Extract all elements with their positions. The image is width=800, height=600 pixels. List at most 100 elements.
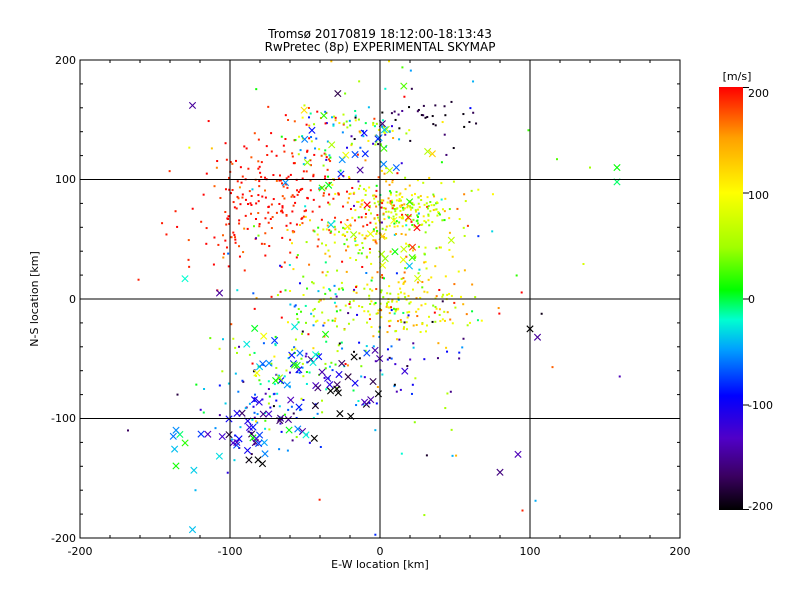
data-point-dot (362, 135, 365, 138)
data-point-dot (278, 405, 281, 408)
data-point-dot (398, 216, 401, 219)
data-point-dot (386, 201, 389, 204)
data-point-dot (434, 265, 437, 268)
data-point-dot (301, 177, 304, 180)
data-point-dot (242, 251, 245, 254)
data-point-dot (345, 190, 348, 193)
data-point-dot (275, 154, 278, 157)
data-point-dot (427, 214, 430, 217)
data-point-dot (228, 222, 231, 225)
data-point-x-marker (613, 163, 621, 172)
data-point-dot (309, 189, 312, 192)
data-point-dot (290, 405, 293, 408)
data-point-dot (417, 108, 420, 111)
data-point-dot (255, 202, 258, 205)
data-point-dot (210, 147, 213, 150)
data-point-dot (382, 296, 385, 299)
data-point-dot (379, 291, 382, 294)
data-point-dot (324, 153, 327, 156)
data-point-x-marker (371, 346, 379, 354)
data-point-dot (463, 269, 466, 272)
data-point-dot (312, 173, 315, 176)
data-point-dot (407, 217, 410, 220)
data-point-dot (299, 149, 302, 152)
data-point-dot (402, 277, 405, 280)
data-point-dot (359, 146, 362, 149)
data-point-x-marker (360, 398, 369, 406)
data-point-dot (396, 320, 399, 323)
data-point-dot (253, 416, 256, 419)
data-point-dot (280, 430, 283, 433)
data-point-dot (328, 182, 331, 185)
data-point-dot (328, 288, 331, 291)
data-point-x-marker (301, 135, 309, 143)
data-point-dot (556, 158, 558, 161)
data-point-dot (393, 110, 396, 113)
data-point-dot (431, 115, 434, 118)
data-point-dot (289, 238, 292, 241)
data-point-dot (291, 348, 294, 351)
data-point-dot (396, 308, 399, 311)
data-point-dot (316, 245, 319, 248)
data-point-dot (408, 228, 411, 231)
data-point-dot (406, 311, 409, 314)
data-point-dot (378, 203, 381, 206)
data-point-dot (257, 138, 260, 141)
colorbar-tick-label: 200 (748, 87, 769, 100)
data-point-dot (321, 411, 324, 414)
data-point-dot (361, 265, 364, 268)
data-point-dot (419, 296, 422, 299)
data-point-dot (390, 357, 393, 360)
data-point-dot (389, 292, 392, 295)
data-point-dot (412, 218, 415, 221)
data-point-dot (433, 195, 436, 198)
data-point-dot (389, 250, 392, 253)
data-point-x-marker (514, 450, 522, 458)
data-point-dot (375, 205, 378, 208)
data-point-x-marker (363, 201, 371, 209)
data-point-dot (395, 199, 398, 202)
data-point-dot (270, 362, 273, 365)
data-point-dot (205, 227, 208, 230)
data-point-x-marker (265, 359, 273, 367)
data-point-dot (235, 159, 238, 162)
data-point-dot (161, 222, 164, 225)
data-point-dot (448, 292, 451, 295)
data-point-dot (464, 200, 467, 203)
data-point-x-marker (336, 410, 344, 418)
data-point-dot (137, 278, 140, 281)
data-point-dot (321, 399, 324, 402)
data-point-dot (428, 176, 431, 179)
data-point-dot (468, 121, 471, 124)
data-point-x-marker (255, 431, 264, 439)
data-point-dot (354, 209, 357, 212)
data-point-x-marker (335, 370, 343, 379)
data-point-dot (264, 427, 267, 430)
data-point-dot (369, 251, 372, 254)
data-point-dot (410, 392, 413, 395)
data-point-dot (217, 243, 220, 246)
data-point-dot (389, 191, 392, 194)
data-point-dot (320, 218, 323, 221)
data-point-dot (451, 454, 454, 457)
x-tick-label: 200 (670, 545, 691, 558)
data-point-dot (470, 189, 473, 192)
data-point-x-marker (391, 248, 399, 256)
data-point-dot (271, 216, 274, 219)
data-point-dot (297, 153, 300, 156)
data-point-dot (361, 203, 364, 206)
data-point-dot (388, 190, 391, 193)
data-point-x-marker (326, 387, 335, 395)
data-point-dot (322, 324, 325, 327)
data-point-dot (291, 210, 294, 213)
data-point-dot (401, 206, 404, 209)
data-point-dot (346, 364, 349, 367)
data-point-dot (301, 330, 304, 333)
data-point-dot (257, 200, 260, 203)
data-point-dot (446, 311, 449, 314)
data-point-dot (255, 297, 258, 300)
data-point-dot (357, 400, 360, 403)
data-point-dot (234, 372, 237, 375)
data-point-x-marker (408, 254, 416, 262)
data-point-x-marker (342, 151, 350, 159)
